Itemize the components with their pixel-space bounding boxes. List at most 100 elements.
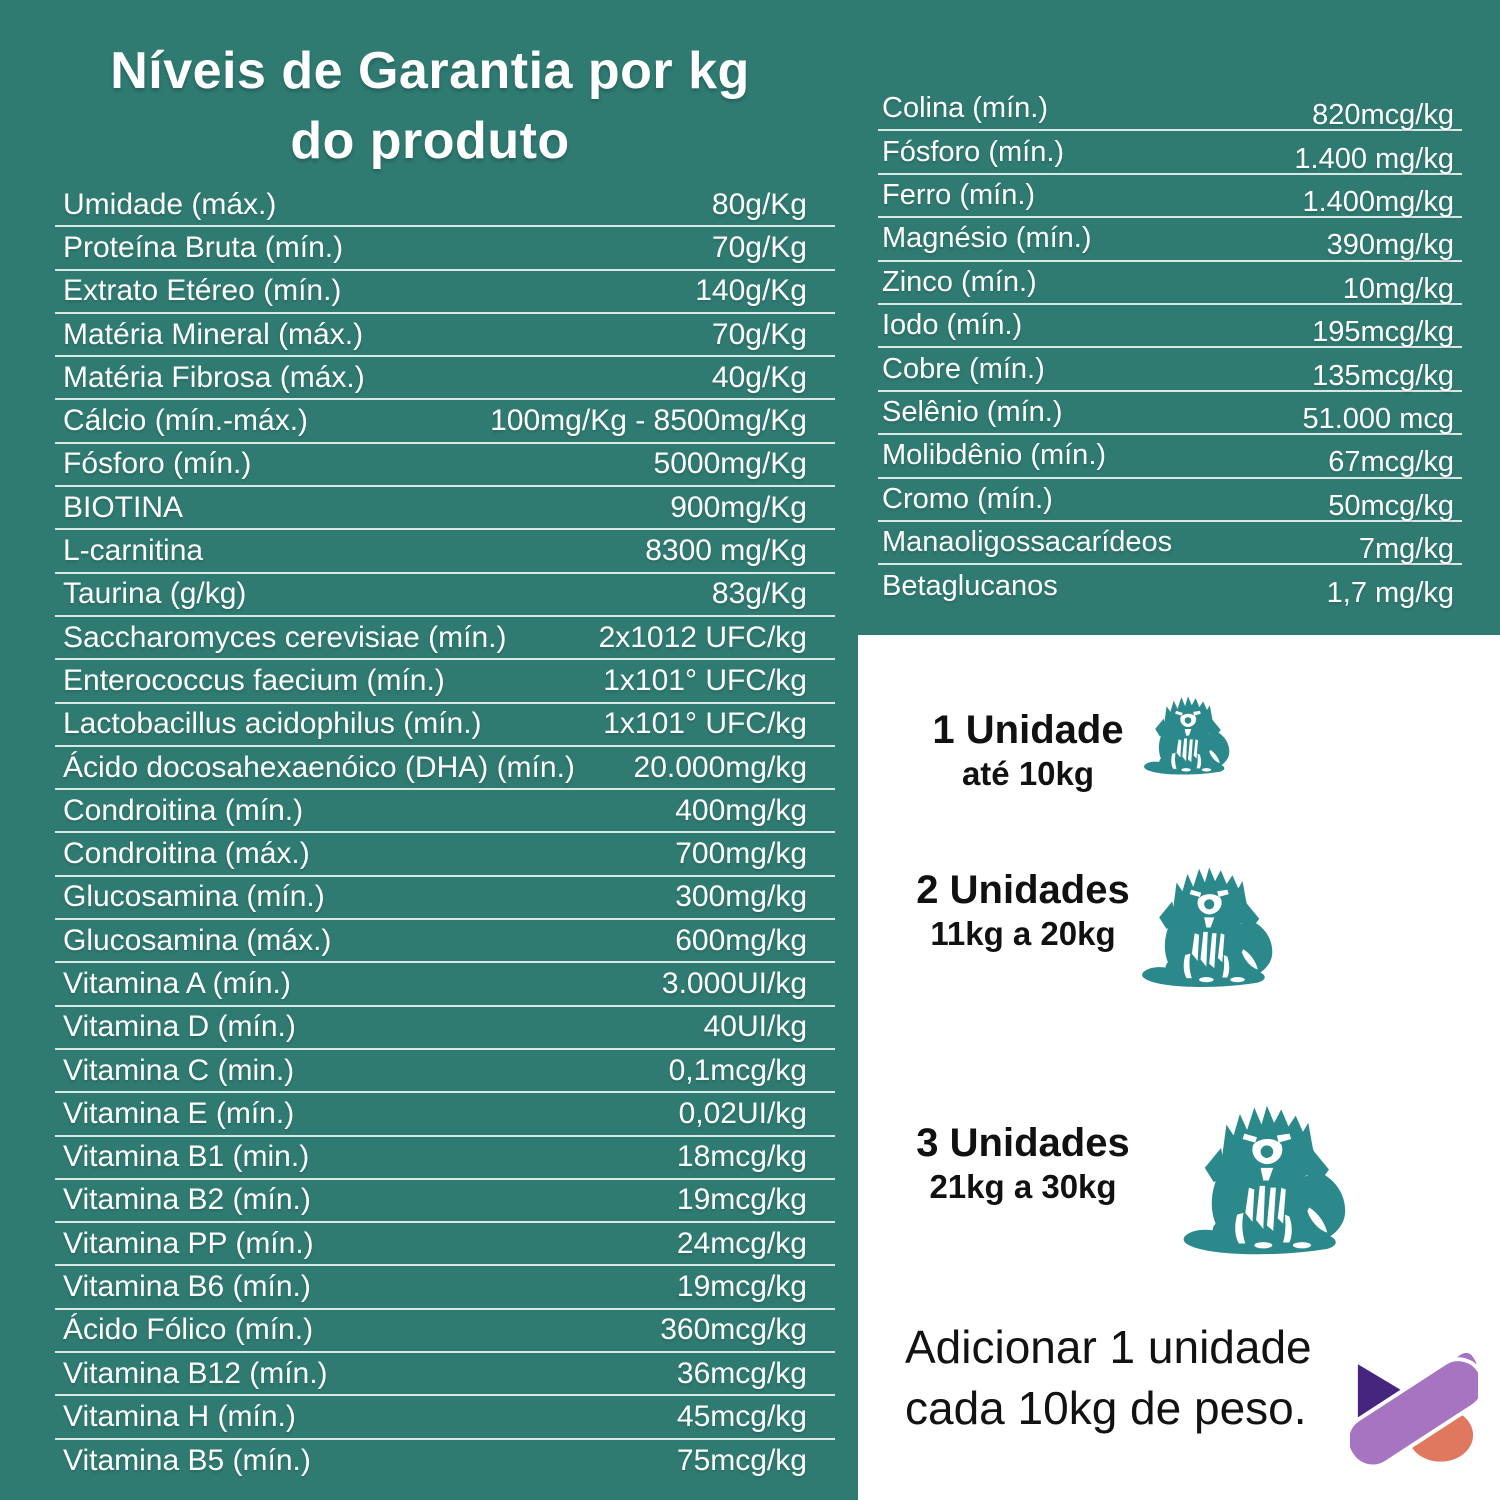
nutrient-value: 2x1012 UFC/kg <box>598 620 807 654</box>
nutrient-label: Lactobacillus acidophilus (mín.) <box>63 707 482 741</box>
table-row: Saccharomyces cerevisiae (mín.) 2x1012 UF… <box>55 617 835 661</box>
nutrient-label: Umidade (máx.) <box>63 187 277 221</box>
nutrient-label: Condroitina (mín.) <box>63 793 304 827</box>
title-line-2: do produto <box>290 112 570 170</box>
nutrient-label: L-carnitina <box>63 534 204 568</box>
table-row: Vitamina B2 (mín.) 19mcg/kg <box>55 1180 835 1224</box>
nutrient-label: Iodo (mín.) <box>882 309 1023 342</box>
dosage-units: 2 Unidades <box>916 868 1130 912</box>
nutrient-value: 50mcg/kg <box>1328 489 1454 522</box>
nutrient-label: Vitamina B12 (mín.) <box>63 1356 328 1390</box>
dosage-note: Adicionar 1 unidade cada 10kg de peso. <box>905 1317 1335 1439</box>
table-row: Taurina (g/kg) 83g/Kg <box>55 574 835 617</box>
guarantee-table-right: Colina (mín.) 820mcg/kg Fósforo (mín.) 1.40… <box>878 88 1462 609</box>
nutrient-value: 600mg/kg <box>675 923 807 957</box>
table-row: Zinco (mín.) 10mg/kg <box>878 262 1462 305</box>
nutrient-label: Vitamina C (min.) <box>63 1053 295 1087</box>
nutrient-label: Cromo (mín.) <box>882 482 1053 515</box>
table-row: Vitamina D (mín.) 40UI/kg <box>55 1007 835 1050</box>
table-row: Lactobacillus acidophilus (mín.) 1x101° U… <box>55 704 835 747</box>
dosage-text-2: 2 Unidades 11kg a 20kg <box>893 867 1153 955</box>
table-row: Vitamina H (mín.) 45mcg/kg <box>55 1396 835 1440</box>
nutrient-label: Vitamina B6 (mín.) <box>63 1270 311 1304</box>
nutrient-value: 51.000 mcg <box>1302 402 1454 435</box>
nutrient-value: 300mg/kg <box>675 880 807 914</box>
dosage-units: 1 Unidade <box>932 708 1124 752</box>
table-row: Vitamina B6 (mín.) 19mcg/kg <box>55 1266 835 1310</box>
nutrient-value: 80g/Kg <box>711 187 807 221</box>
table-row: BIOTINA 900mg/Kg <box>55 487 835 531</box>
nutrient-value: 83g/Kg <box>711 577 807 611</box>
nutrient-label: Molibdênio (mín.) <box>882 439 1107 472</box>
nutrient-value: 1,7 mg/kg <box>1326 577 1454 610</box>
nutrient-value: 67mcg/kg <box>1328 446 1454 479</box>
table-row: Vitamina B12 (mín.) 36mcg/kg <box>55 1353 835 1397</box>
table-row: Glucosamina (máx.) 600mg/kg <box>55 920 835 964</box>
nutrient-label: Magnésio (mín.) <box>882 222 1092 255</box>
nutrient-label: BIOTINA <box>63 490 184 524</box>
small-dog-icon <box>1140 679 1235 787</box>
page-title: Níveis de Garantia por kg do produto <box>70 36 790 176</box>
nutrient-label: Vitamina H (mín.) <box>63 1399 296 1433</box>
table-row: Vitamina PP (mín.) 24mcg/kg <box>55 1223 835 1267</box>
nutrient-label: Vitamina E (mín.) <box>63 1096 295 1130</box>
table-row: Vitamina C (min.) 0,1mcg/kg <box>55 1050 835 1094</box>
nutrient-label: Taurina (g/kg) <box>63 577 247 611</box>
table-row: Matéria Mineral (máx.) 70g/Kg <box>55 314 835 358</box>
nutrient-value: 400mg/kg <box>675 793 807 827</box>
table-row: Ácido Fólico (mín.) 360mcg/kg <box>55 1310 835 1354</box>
nutrient-label: Matéria Mineral (máx.) <box>63 317 364 351</box>
nutrient-label: Vitamina B2 (mín.) <box>63 1183 311 1217</box>
nutrient-value: 3.000UI/kg <box>661 966 807 1000</box>
nutrient-value: 19mcg/kg <box>676 1270 807 1304</box>
table-row: Proteína Bruta (mín.) 70g/Kg <box>55 227 835 271</box>
nutrient-label: Proteína Bruta (mín.) <box>63 230 344 264</box>
dosage-note-line-1: Adicionar 1 unidade <box>905 1321 1312 1373</box>
nutrient-value: 18mcg/kg <box>676 1140 807 1174</box>
nutrient-label: Condroitina (máx.) <box>63 837 310 871</box>
table-row: Glucosamina (mín.) 300mg/kg <box>55 877 835 921</box>
title-line-1: Níveis de Garantia por kg <box>110 42 750 100</box>
nutrient-value: 1.400mg/kg <box>1302 185 1454 218</box>
dosage-weight-range: até 10kg <box>961 755 1095 792</box>
table-row: Cálcio (mín.-máx.) 100mg/Kg - 8500mg/Kg <box>55 400 835 444</box>
nutrient-label: Ferro (mín.) <box>882 178 1036 211</box>
table-row: Betaglucanos 1,7 mg/kg <box>878 565 1462 610</box>
large-dog-icon <box>1176 1073 1356 1278</box>
nutrient-label: Ácido docosahexaenóico (DHA) (mín.) <box>63 750 575 784</box>
nutrient-value: 360mcg/kg <box>660 1313 807 1347</box>
table-row: Ferro (mín.) 1.400mg/kg <box>878 175 1462 219</box>
nutrient-value: 36mcg/kg <box>676 1356 807 1390</box>
nutrient-label: Saccharomyces cerevisiae (mín.) <box>63 620 507 654</box>
table-row: Vitamina A (mín.) 3.000UI/kg <box>55 963 835 1007</box>
table-row: Selênio (mín.) 51.000 mcg <box>878 392 1462 436</box>
nutrient-label: Betaglucanos <box>882 570 1058 603</box>
table-row: Molibdênio (mín.) 67mcg/kg <box>878 435 1462 479</box>
nutrient-label: Colina (mín.) <box>882 92 1048 125</box>
table-row: Iodo (mín.) 195mcg/kg <box>878 305 1462 349</box>
nutrient-label: Fósforo (mín.) <box>63 447 252 481</box>
nutrient-value: 10mg/kg <box>1342 272 1454 305</box>
nutrient-label: Cobre (mín.) <box>882 352 1045 385</box>
table-row: Cobre (mín.) 135mcg/kg <box>878 348 1462 392</box>
nutrient-label: Vitamina D (mín.) <box>63 1010 296 1044</box>
nutrient-value: 1x101° UFC/kg <box>603 663 807 697</box>
nutrient-label: Extrato Etéreo (mín.) <box>63 274 342 308</box>
table-row: Vitamina B5 (mín.) 75mcg/kg <box>55 1440 835 1483</box>
nutrient-label: Glucosamina (máx.) <box>63 923 332 957</box>
table-row: Condroitina (máx.) 700mg/kg <box>55 833 835 877</box>
nutrient-value: 7mg/kg <box>1358 533 1454 566</box>
nutrient-label: Ácido Fólico (mín.) <box>63 1313 314 1347</box>
nutrient-value: 1x101° UFC/kg <box>603 707 807 741</box>
nutrient-value: 900mg/Kg <box>670 490 807 524</box>
dosage-text-3: 3 Unidades 21kg a 30kg <box>893 1120 1153 1208</box>
table-row: Matéria Fibrosa (máx.) 40g/Kg <box>55 357 835 401</box>
nutrient-value: 1.400 mg/kg <box>1294 142 1454 175</box>
guarantee-table-left: Umidade (máx.) 80g/Kg Proteína Bruta (mín.… <box>55 184 835 1483</box>
dosage-weight-range: 21kg a 30kg <box>929 1168 1117 1205</box>
nutrient-value: 820mcg/kg <box>1312 99 1454 132</box>
nutrient-label: Vitamina B5 (mín.) <box>63 1444 311 1478</box>
nutrient-value: 40UI/kg <box>703 1010 807 1044</box>
table-row: Umidade (máx.) 80g/Kg <box>55 184 835 228</box>
nutrient-label: Vitamina B1 (min.) <box>63 1140 310 1174</box>
